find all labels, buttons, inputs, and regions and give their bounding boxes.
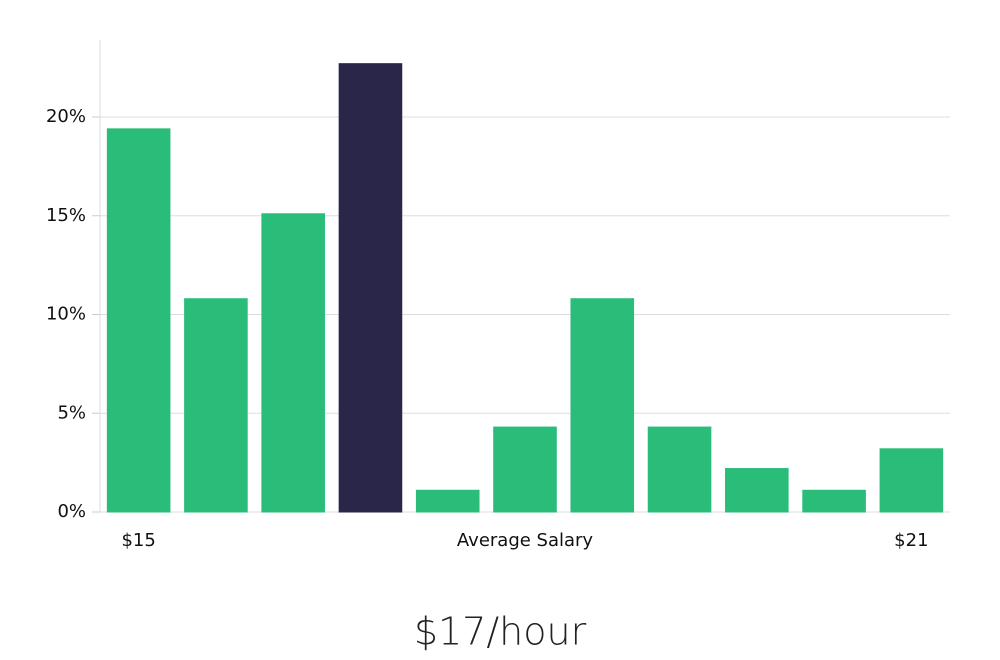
bar (802, 489, 866, 513)
bar (725, 468, 789, 513)
bar (879, 448, 944, 513)
bar (493, 426, 557, 513)
subtitle: $17/hour (414, 610, 587, 654)
bar (106, 128, 171, 513)
y-tick-label: 0% (57, 501, 86, 522)
x-axis-label: Average Salary (457, 530, 594, 551)
y-tick-label: 10% (46, 304, 86, 325)
bar (338, 63, 403, 513)
x-tick-label: $15 (121, 530, 155, 551)
bar (261, 213, 325, 513)
bar (647, 426, 712, 513)
bar (415, 489, 480, 513)
bar (570, 298, 635, 513)
bar (184, 298, 248, 513)
y-tick-label: 5% (57, 402, 86, 423)
y-tick-label: 20% (46, 106, 86, 127)
x-tick-label: $21 (894, 530, 928, 551)
y-tick-label: 15% (46, 205, 86, 226)
